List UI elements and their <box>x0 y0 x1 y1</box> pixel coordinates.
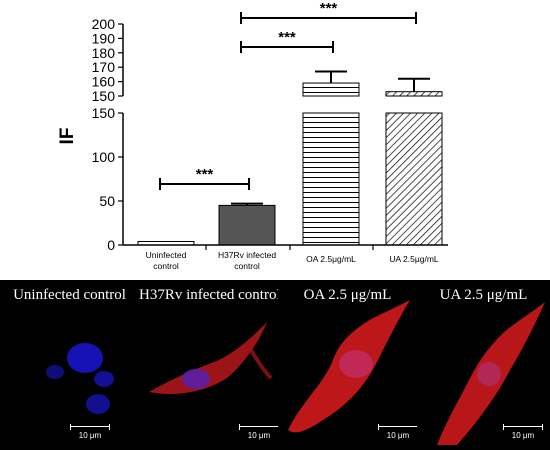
micrograph-panel-uninfected: Uninfected control 10 μm <box>0 280 139 450</box>
micrograph-title: OA 2.5 μg/mL <box>303 287 392 303</box>
bar-upper-segment <box>302 82 360 97</box>
bar-lower-segment <box>302 112 360 246</box>
scale-bar: 10 μm <box>503 424 543 440</box>
category-label: Uninfected <box>146 250 187 260</box>
micrograph-image <box>149 322 273 395</box>
y-axis-label: IF <box>57 128 78 145</box>
y-tick-label: 100 <box>92 149 116 165</box>
micrograph-panel-ua: UA 2.5 μg/mL 10 μm <box>417 280 550 450</box>
significance-label: *** <box>320 0 338 17</box>
significance-label: *** <box>196 166 214 183</box>
bar-upper-segment <box>385 91 443 97</box>
bar <box>218 204 276 246</box>
significance-brackets: *** *** *** <box>159 0 417 190</box>
bars-layer <box>137 70 443 246</box>
y-tick-label: 50 <box>99 193 115 209</box>
scale-bar-label: 10 μm <box>511 431 535 440</box>
micrograph-image <box>46 343 114 414</box>
y-tick-label: 170 <box>92 59 116 75</box>
micrograph-title: H37Rv infected control <box>139 287 278 303</box>
scale-bar-label: 10 μm <box>386 431 410 440</box>
micrograph-panel-oa: OA 2.5 μg/mL 10 μm <box>278 280 417 450</box>
category-label: OA 2.5μg/mL <box>306 254 356 264</box>
micrograph-image <box>437 302 545 445</box>
scale-bar: 10 μm <box>239 424 278 440</box>
micrograph-image <box>288 300 410 433</box>
category-label: UA 2.5μg/mL <box>389 254 439 264</box>
y-tick-label: 150 <box>92 88 116 104</box>
micrograph-title: Uninfected control <box>13 287 126 303</box>
bar-lower-segment <box>385 112 443 246</box>
y-tick-label: 190 <box>92 30 116 46</box>
category-label: H37Rv infected <box>218 250 276 260</box>
micrograph-panel-h37rv: H37Rv infected control 10 μm <box>139 280 278 450</box>
significance-label: *** <box>278 29 296 46</box>
scale-bar: 10 μm <box>70 424 110 440</box>
scale-bar: 10 μm <box>378 424 417 440</box>
category-label: control <box>234 261 260 271</box>
y-tick-label: 180 <box>92 45 116 61</box>
scale-bar-label: 10 μm <box>247 431 271 440</box>
y-tick-label: 200 <box>92 16 116 32</box>
y-tick-label: 160 <box>92 74 116 90</box>
scale-bar-label: 10 μm <box>78 431 102 440</box>
micrograph-title: UA 2.5 μg/mL <box>439 287 528 303</box>
y-tick-label: 150 <box>92 105 116 121</box>
y-tick-label: 0 <box>107 237 115 253</box>
category-label: control <box>153 261 179 271</box>
